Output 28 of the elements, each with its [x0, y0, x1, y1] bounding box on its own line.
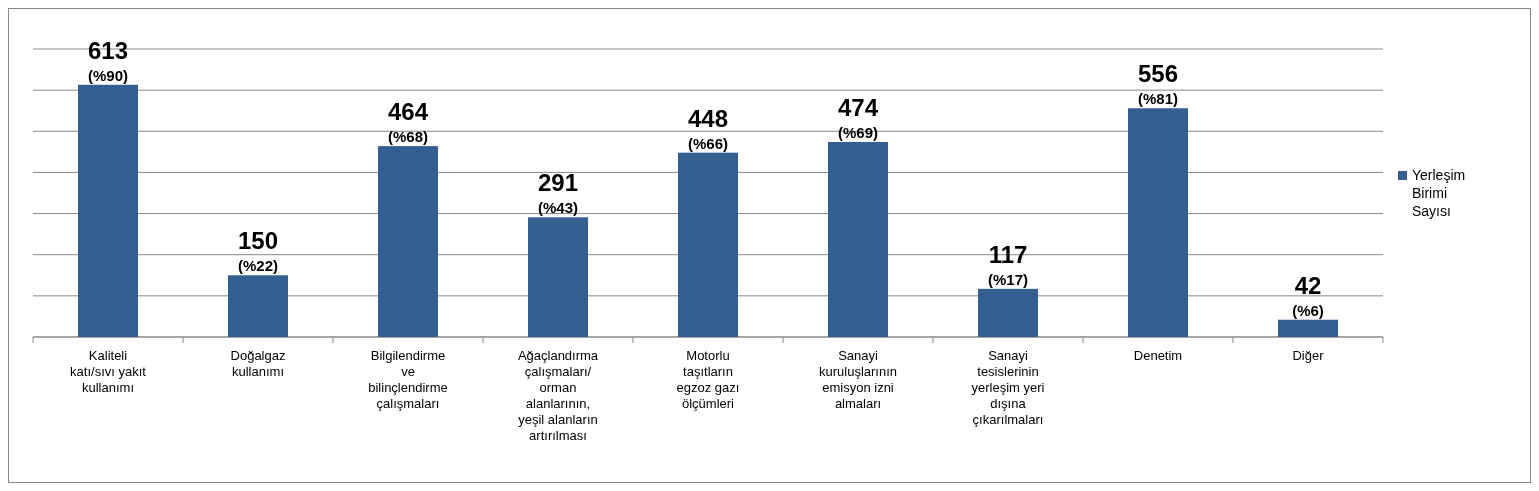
data-label: 42 (%6) — [1292, 271, 1324, 319]
bar — [828, 141, 888, 337]
data-label: 291 (%43) — [537, 169, 579, 217]
bar — [78, 84, 138, 337]
bar — [528, 217, 588, 337]
x-tick-label: Ağaçlandırma çalışmaları/ orman alanlarının, yeşil alanların artırılması — [517, 348, 599, 443]
bar — [1278, 319, 1338, 337]
bar — [678, 152, 738, 337]
data-label: 556 (%81) — [1137, 60, 1179, 108]
x-tick-label: Kaliteli katı/sıvı yakıt kullanımı — [70, 348, 147, 395]
legend-label: Yerleşim Birimi Sayısı — [1412, 167, 1466, 219]
x-tick-label: Sanayi kuruluşlarının emisyon izni almaları — [818, 348, 898, 411]
data-label: 474 (%69) — [837, 93, 879, 141]
x-tick-label: Bilgilendirme ve bilinçlendirme çalışmaları — [368, 348, 448, 411]
x-tick-label: Denetim — [1133, 348, 1183, 363]
bar — [228, 275, 288, 337]
x-tick-label: Sanayi tesislerinin yerleşim yeri dışına çıkarılmaları — [971, 348, 1045, 427]
bar — [1128, 108, 1188, 337]
x-tick-label: Doğalgaz kullanımı — [230, 348, 286, 379]
data-label: 448 (%66) — [687, 104, 729, 152]
x-tick-label: Diğer — [1292, 348, 1325, 363]
data-label: 150 (%22) — [237, 227, 279, 275]
data-label: 464 (%68) — [387, 98, 429, 146]
bar — [378, 146, 438, 337]
x-tick-label: Motorlu taşıtların egzoz gazı ölçümleri — [676, 348, 740, 411]
bar — [978, 288, 1038, 337]
data-label: 117 (%17) — [987, 240, 1029, 288]
data-label: 613 (%90) — [87, 36, 129, 84]
